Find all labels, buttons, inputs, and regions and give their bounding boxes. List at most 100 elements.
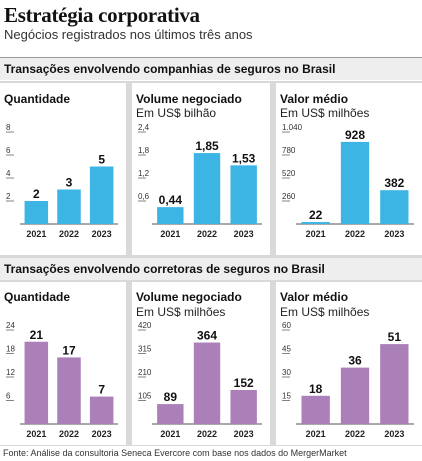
- bar-2023: [89, 396, 114, 424]
- data-label: 152: [234, 376, 254, 390]
- chart-unit-3: Em US$ milhões: [280, 106, 370, 120]
- x-tick-label: 2021: [306, 429, 326, 439]
- section-header-1: [0, 58, 422, 80]
- bar-2022: [340, 141, 370, 224]
- y-tick-label: 60: [282, 322, 291, 330]
- chart-unit-6: Em US$ milhões: [280, 305, 370, 319]
- y-tick-label: 420: [138, 322, 152, 330]
- y-tick-label: 45: [282, 345, 291, 354]
- x-tick-label: 2022: [345, 429, 365, 439]
- bar-2021: [157, 207, 184, 224]
- x-tick-label: 2023: [384, 429, 404, 439]
- bar-2022: [193, 153, 221, 224]
- data-label: 2: [33, 187, 40, 201]
- chart-quantidade-companhias: 2 4 6 8 2 2021 3 2022 5 2023: [6, 124, 118, 239]
- section-title-1: Transações envolvendo companhias de segu…: [4, 62, 336, 76]
- bar-2022: [57, 357, 81, 424]
- chart-quantidade-corretoras: 6 12 18 24 21 2021 17 2022 7 2023: [6, 322, 118, 439]
- y-tick-label: 1,2: [138, 169, 150, 178]
- x-tick-label: 2023: [92, 429, 112, 439]
- x-tick-label: 2023: [234, 229, 254, 239]
- data-label: 17: [62, 343, 76, 357]
- y-tick-label: 210: [138, 368, 152, 377]
- chart-title-3: Valor médio: [280, 92, 349, 106]
- y-tick-label: 18: [6, 345, 15, 354]
- x-tick-label: 2021: [26, 429, 46, 439]
- data-label: 382: [384, 176, 404, 190]
- x-tick-label: 2022: [197, 229, 217, 239]
- y-tick-label: 8: [6, 124, 11, 132]
- page-title: Estratégia corporativa: [4, 3, 200, 27]
- bar-2021: [157, 404, 184, 424]
- data-label: 1,53: [232, 151, 256, 165]
- y-tick-label: 1.040: [282, 124, 303, 132]
- y-tick-label: 15: [282, 392, 291, 401]
- chart-valor-medio-corretoras: 15 30 45 60 18 2021 36 2022 51 2023: [282, 322, 414, 439]
- data-label: 364: [197, 329, 217, 343]
- x-tick-label: 2021: [26, 229, 46, 239]
- bar-2022: [193, 342, 221, 424]
- data-label: 36: [348, 354, 362, 368]
- bar-2022: [340, 367, 370, 424]
- bar-2023: [380, 190, 409, 224]
- data-label: 22: [309, 208, 323, 222]
- source-note: Fonte: Análise da consultoria Seneca Eve…: [3, 448, 347, 458]
- data-label: 7: [98, 383, 105, 397]
- y-tick-label: 2: [6, 192, 11, 201]
- y-tick-label: 520: [282, 169, 296, 178]
- bar-2023: [89, 166, 114, 224]
- data-label: 1,85: [195, 139, 219, 153]
- chart-title-5: Volume negociado: [136, 290, 242, 304]
- y-tick-label: 30: [282, 368, 291, 377]
- y-tick-label: 260: [282, 192, 296, 201]
- x-tick-label: 2021: [306, 229, 326, 239]
- bar-2022: [57, 189, 81, 224]
- data-label: 5: [98, 153, 105, 167]
- y-tick-label: 6: [6, 392, 11, 401]
- chart-title-1: Quantidade: [4, 92, 71, 106]
- y-tick-label: 315: [138, 345, 152, 354]
- chart-title-4: Quantidade: [4, 290, 71, 304]
- data-label: 3: [66, 176, 73, 190]
- bar-2023: [380, 344, 409, 424]
- chart-title-6: Valor médio: [280, 290, 349, 304]
- x-tick-label: 2021: [160, 229, 180, 239]
- x-tick-label: 2023: [384, 229, 404, 239]
- chart-unit-2: Em US$ bilhão: [136, 106, 217, 120]
- bar-2021: [301, 222, 330, 224]
- y-tick-label: 780: [282, 146, 296, 155]
- chart-unit-5: Em US$ milhões: [136, 305, 226, 319]
- y-tick-label: 4: [6, 169, 11, 178]
- chart-volume-corretoras: 105 210 315 420 89 2021 364 2022 152 2023: [138, 322, 262, 439]
- data-label: 51: [388, 330, 402, 344]
- bar-2021: [24, 341, 49, 424]
- y-tick-label: 1,8: [138, 146, 150, 155]
- y-tick-label: 0,6: [138, 192, 150, 201]
- section-title-2: Transações envolvendo corretoras de segu…: [4, 262, 325, 276]
- data-label: 21: [30, 328, 44, 342]
- y-tick-label: 24: [6, 322, 15, 330]
- y-tick-label: 2,4: [138, 124, 150, 132]
- bar-2023: [230, 389, 257, 424]
- section-header-2: [0, 258, 422, 280]
- data-label: 928: [345, 128, 365, 142]
- data-label: 18: [309, 382, 323, 396]
- bar-2021: [301, 395, 330, 424]
- bar-2023: [230, 165, 257, 224]
- data-label: 0,44: [159, 193, 183, 207]
- x-tick-label: 2022: [345, 229, 365, 239]
- chart-title-2: Volume negociado: [136, 92, 242, 106]
- divider: [0, 57, 422, 58]
- bar-2021: [24, 201, 49, 224]
- chart-volume-companhias: 0,6 1,2 1,8 2,4 0,44 2021 1,85 2022 1,53 2023: [138, 124, 262, 239]
- y-tick-label: 6: [6, 146, 11, 155]
- y-tick-label: 105: [138, 392, 152, 401]
- y-tick-label: 12: [6, 368, 15, 377]
- x-tick-label: 2023: [234, 429, 254, 439]
- chart-valor-medio-companhias: 260 520 780 1.040 22 2021 928 2022 382 2023: [282, 124, 414, 239]
- data-label: 89: [164, 390, 178, 404]
- x-tick-label: 2022: [197, 429, 217, 439]
- x-tick-label: 2021: [160, 429, 180, 439]
- x-tick-label: 2023: [92, 229, 112, 239]
